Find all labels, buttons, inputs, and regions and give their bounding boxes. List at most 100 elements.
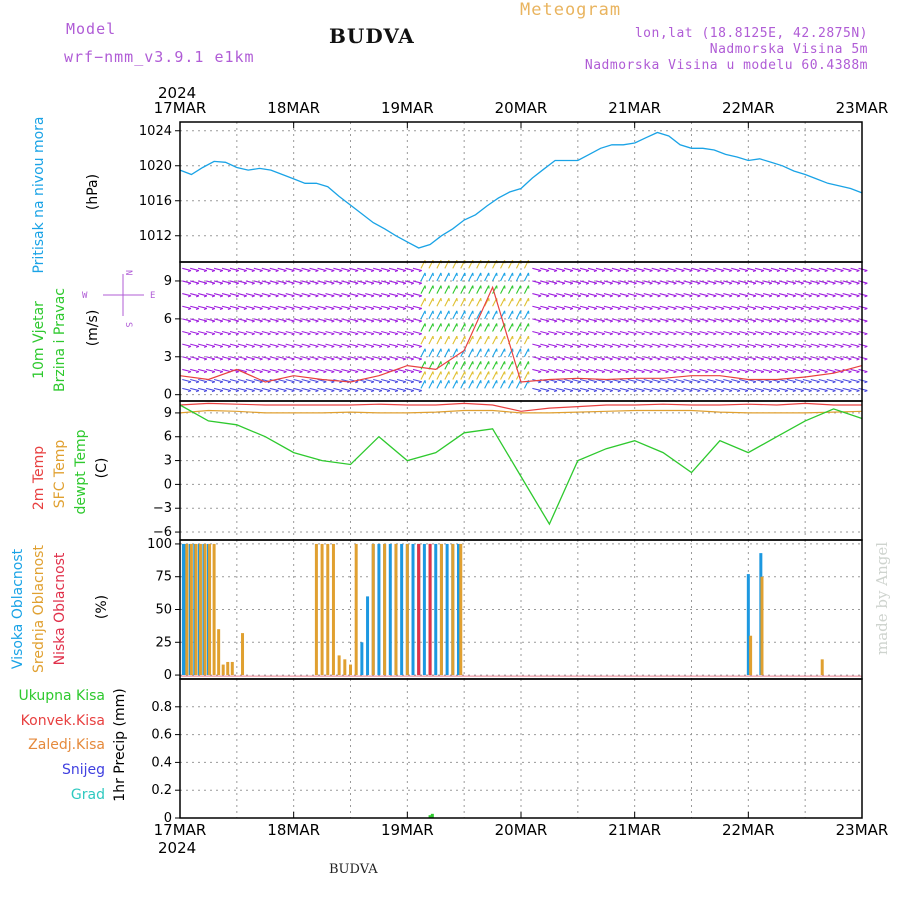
wind-arrow-head xyxy=(569,371,574,374)
wind-arrow xyxy=(301,267,311,272)
wind-arrow-head xyxy=(370,381,375,384)
wind-arrow xyxy=(317,293,327,297)
wind-arrow-head xyxy=(697,358,701,361)
wind-arrow xyxy=(198,330,208,335)
wind-arrow xyxy=(564,368,574,373)
wind-arrow xyxy=(333,330,343,335)
wind-arrow-head xyxy=(776,270,780,273)
wind-arrow-head xyxy=(721,282,725,285)
wind-arrow xyxy=(333,356,343,360)
wind-arrow-head xyxy=(402,270,407,273)
wind-arrow-head xyxy=(402,333,407,336)
wind-arrow xyxy=(842,267,852,272)
wind-arrow-head xyxy=(219,270,224,273)
wind-arrow xyxy=(572,330,582,335)
wind-arrow xyxy=(603,267,613,272)
wind-arrow-head xyxy=(617,333,621,336)
wind-arrow-head xyxy=(577,333,582,336)
wind-arrow xyxy=(699,387,709,392)
wind-arrow-head xyxy=(347,282,351,285)
y-tick-label: 1024 xyxy=(139,124,172,139)
wind-arrow xyxy=(739,280,749,284)
low-cloud-bar xyxy=(428,543,432,676)
wind-arrow-head xyxy=(824,358,828,361)
wind-arrow xyxy=(389,305,399,309)
wind-arrow xyxy=(755,305,765,309)
wind-arrow xyxy=(587,330,597,335)
wind-arrow-head xyxy=(355,282,359,285)
wind-arrow-head xyxy=(784,381,788,384)
pressure-series-line xyxy=(179,131,863,249)
wind-arrow xyxy=(786,343,796,347)
wind-arrow-head xyxy=(410,390,414,393)
wind-arrow xyxy=(699,368,709,373)
wind-arrow xyxy=(444,348,450,358)
wind-arrow-head xyxy=(219,381,224,384)
wind-arrow xyxy=(190,378,200,383)
wind-arrow xyxy=(253,280,263,284)
wind-arrow xyxy=(492,348,498,358)
wind-arrow xyxy=(818,387,828,392)
wind-arrow-head xyxy=(864,390,868,393)
wind-arrows xyxy=(182,260,868,393)
mid-cloud-bar xyxy=(394,543,398,676)
wind-arrow-head xyxy=(641,390,645,393)
wind-arrow-head xyxy=(291,390,295,393)
wind-arrow-head xyxy=(378,320,383,323)
temp2m-ylabel: 2m Temp xyxy=(31,446,47,510)
wind-arrow-head xyxy=(546,381,550,384)
wind-arrow xyxy=(532,267,542,272)
wind-arrow xyxy=(627,280,637,284)
wind-arrow xyxy=(723,378,733,383)
high-cloud-bar xyxy=(400,543,404,676)
wind-arrow-head xyxy=(625,358,629,361)
wind-arrow-head xyxy=(275,381,279,384)
wind-arrow xyxy=(786,368,796,373)
wind-arrow xyxy=(747,267,757,272)
wind-arrow-head xyxy=(593,345,597,348)
wind-arrow-head xyxy=(832,371,836,374)
wind-arrow xyxy=(412,305,422,309)
wind-arrow xyxy=(221,387,231,392)
wind-arrow-head xyxy=(649,270,653,273)
wind-arrow xyxy=(492,380,498,389)
wind-arrow xyxy=(770,387,780,392)
wind-arrow-head xyxy=(331,295,335,298)
wind-arrow-head xyxy=(665,295,669,298)
wind-arrow xyxy=(810,293,820,297)
wind-arrow xyxy=(492,272,498,282)
wind-arrow-head xyxy=(729,295,733,298)
wind-arrow xyxy=(515,380,522,389)
wind-arrow xyxy=(579,343,589,347)
wind-arrow-head xyxy=(800,371,804,374)
wind-arrow-head xyxy=(195,270,200,273)
wind-arrow-head xyxy=(211,345,216,348)
date-label-bottom: 17MAR xyxy=(154,821,207,839)
wind-arrow-head xyxy=(784,358,788,361)
wind-arrow-head xyxy=(609,371,613,374)
wind-arrow-head xyxy=(347,358,351,361)
wind-arrow-head xyxy=(689,345,693,348)
wind-arrow xyxy=(802,378,812,383)
wind-arrow-head xyxy=(307,307,311,310)
wind-arrow-head xyxy=(760,345,765,348)
wind-arrow-head xyxy=(609,320,613,323)
wind-arrow xyxy=(834,293,844,297)
wind-arrow xyxy=(627,330,637,335)
wind-arrow xyxy=(635,368,645,373)
wind-arrow-head xyxy=(776,381,780,384)
wind-arrow xyxy=(627,387,637,392)
wind-arrow xyxy=(659,368,669,373)
date-label-bottom: 18MAR xyxy=(267,821,320,839)
wind-arrow-head xyxy=(577,390,582,393)
wind-arrow xyxy=(412,378,422,383)
wind-arrow xyxy=(651,356,661,360)
wind-arrow xyxy=(365,368,375,373)
wind-arrow-head xyxy=(203,282,208,285)
wind-arrow xyxy=(420,335,426,345)
wind-arrow-head xyxy=(601,320,605,323)
wind-arrow xyxy=(508,323,514,332)
wind-arrow-head xyxy=(792,333,796,336)
wind-arrow xyxy=(182,330,192,335)
wind-arrow xyxy=(381,356,391,360)
